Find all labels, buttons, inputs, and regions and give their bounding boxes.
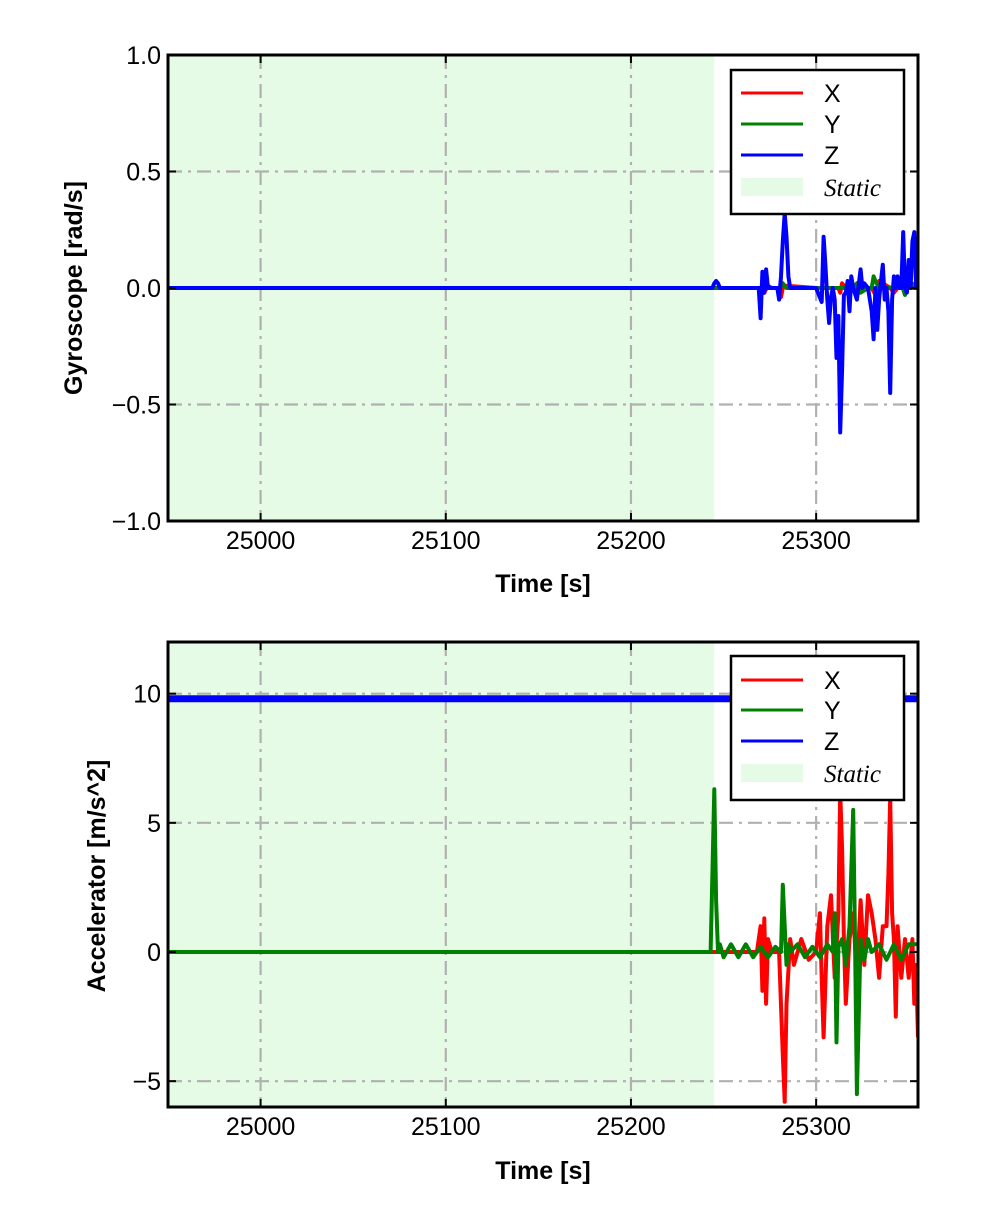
x-tick-label: 25100 bbox=[411, 1113, 481, 1141]
data-series bbox=[168, 211, 918, 435]
y-tick-label: 0.5 bbox=[126, 159, 161, 187]
y-tick-label: 0.0 bbox=[126, 275, 161, 303]
x-tick-label: 25100 bbox=[411, 527, 481, 555]
y-tick-label: 1.0 bbox=[126, 42, 161, 70]
legend-y-label: Y bbox=[824, 697, 841, 725]
series-z-line bbox=[168, 211, 918, 435]
axis-ticks: 25000 25100 25200 25300 −5 0 5 10 bbox=[132, 642, 918, 1141]
y-tick-label: 5 bbox=[147, 810, 161, 838]
y-tick-label: 10 bbox=[133, 681, 161, 709]
legend-x-label: X bbox=[824, 667, 841, 695]
accelerator-plot: 25000 25100 25200 25300 −5 0 5 10 Time [s] Acce… bbox=[83, 640, 920, 1185]
series-y-line bbox=[168, 787, 918, 1097]
y-tick-label: −5 bbox=[132, 1068, 161, 1096]
legend-z-label: Z bbox=[824, 728, 839, 756]
x-tick-label: 25000 bbox=[226, 527, 296, 555]
legend-static-label: Static bbox=[824, 175, 881, 202]
legend: X Y Z Static bbox=[729, 68, 906, 216]
plot-frame bbox=[166, 640, 920, 1109]
series-x-line bbox=[168, 789, 918, 1104]
legend-y-label: Y bbox=[824, 111, 841, 139]
legend-static-swatch bbox=[741, 178, 803, 196]
y-tick-label: −0.5 bbox=[112, 392, 161, 420]
x-tick-label: 25000 bbox=[226, 1113, 296, 1141]
legend-static-swatch bbox=[741, 764, 803, 782]
y-tick-label: 0 bbox=[147, 939, 161, 967]
legend-x-label: X bbox=[824, 80, 841, 108]
x-axis-label: Time [s] bbox=[495, 570, 590, 598]
x-tick-label: 25300 bbox=[781, 1113, 851, 1141]
x-tick-label: 25200 bbox=[596, 527, 666, 555]
x-tick-label: 25200 bbox=[596, 1113, 666, 1141]
legend: X Y Z Static bbox=[729, 654, 906, 802]
legend-z-label: Z bbox=[824, 142, 839, 170]
y-axis-label: Gyroscope [rad/s] bbox=[60, 181, 88, 395]
gyroscope-plot: 25000 25100 25200 25300 −1.0 −0.5 0.0 0.5 1.0 Ti… bbox=[60, 42, 920, 598]
legend-static-label: Static bbox=[824, 761, 881, 788]
x-axis-label: Time [s] bbox=[495, 1157, 590, 1185]
x-tick-label: 25300 bbox=[781, 527, 851, 555]
y-axis-label: Accelerator [m/s^2] bbox=[83, 760, 111, 993]
axis-ticks: 25000 25100 25200 25300 −1.0 −0.5 0.0 0.5 1.0 bbox=[112, 42, 918, 555]
y-tick-label: −1.0 bbox=[112, 508, 161, 536]
static-region bbox=[168, 642, 715, 1107]
